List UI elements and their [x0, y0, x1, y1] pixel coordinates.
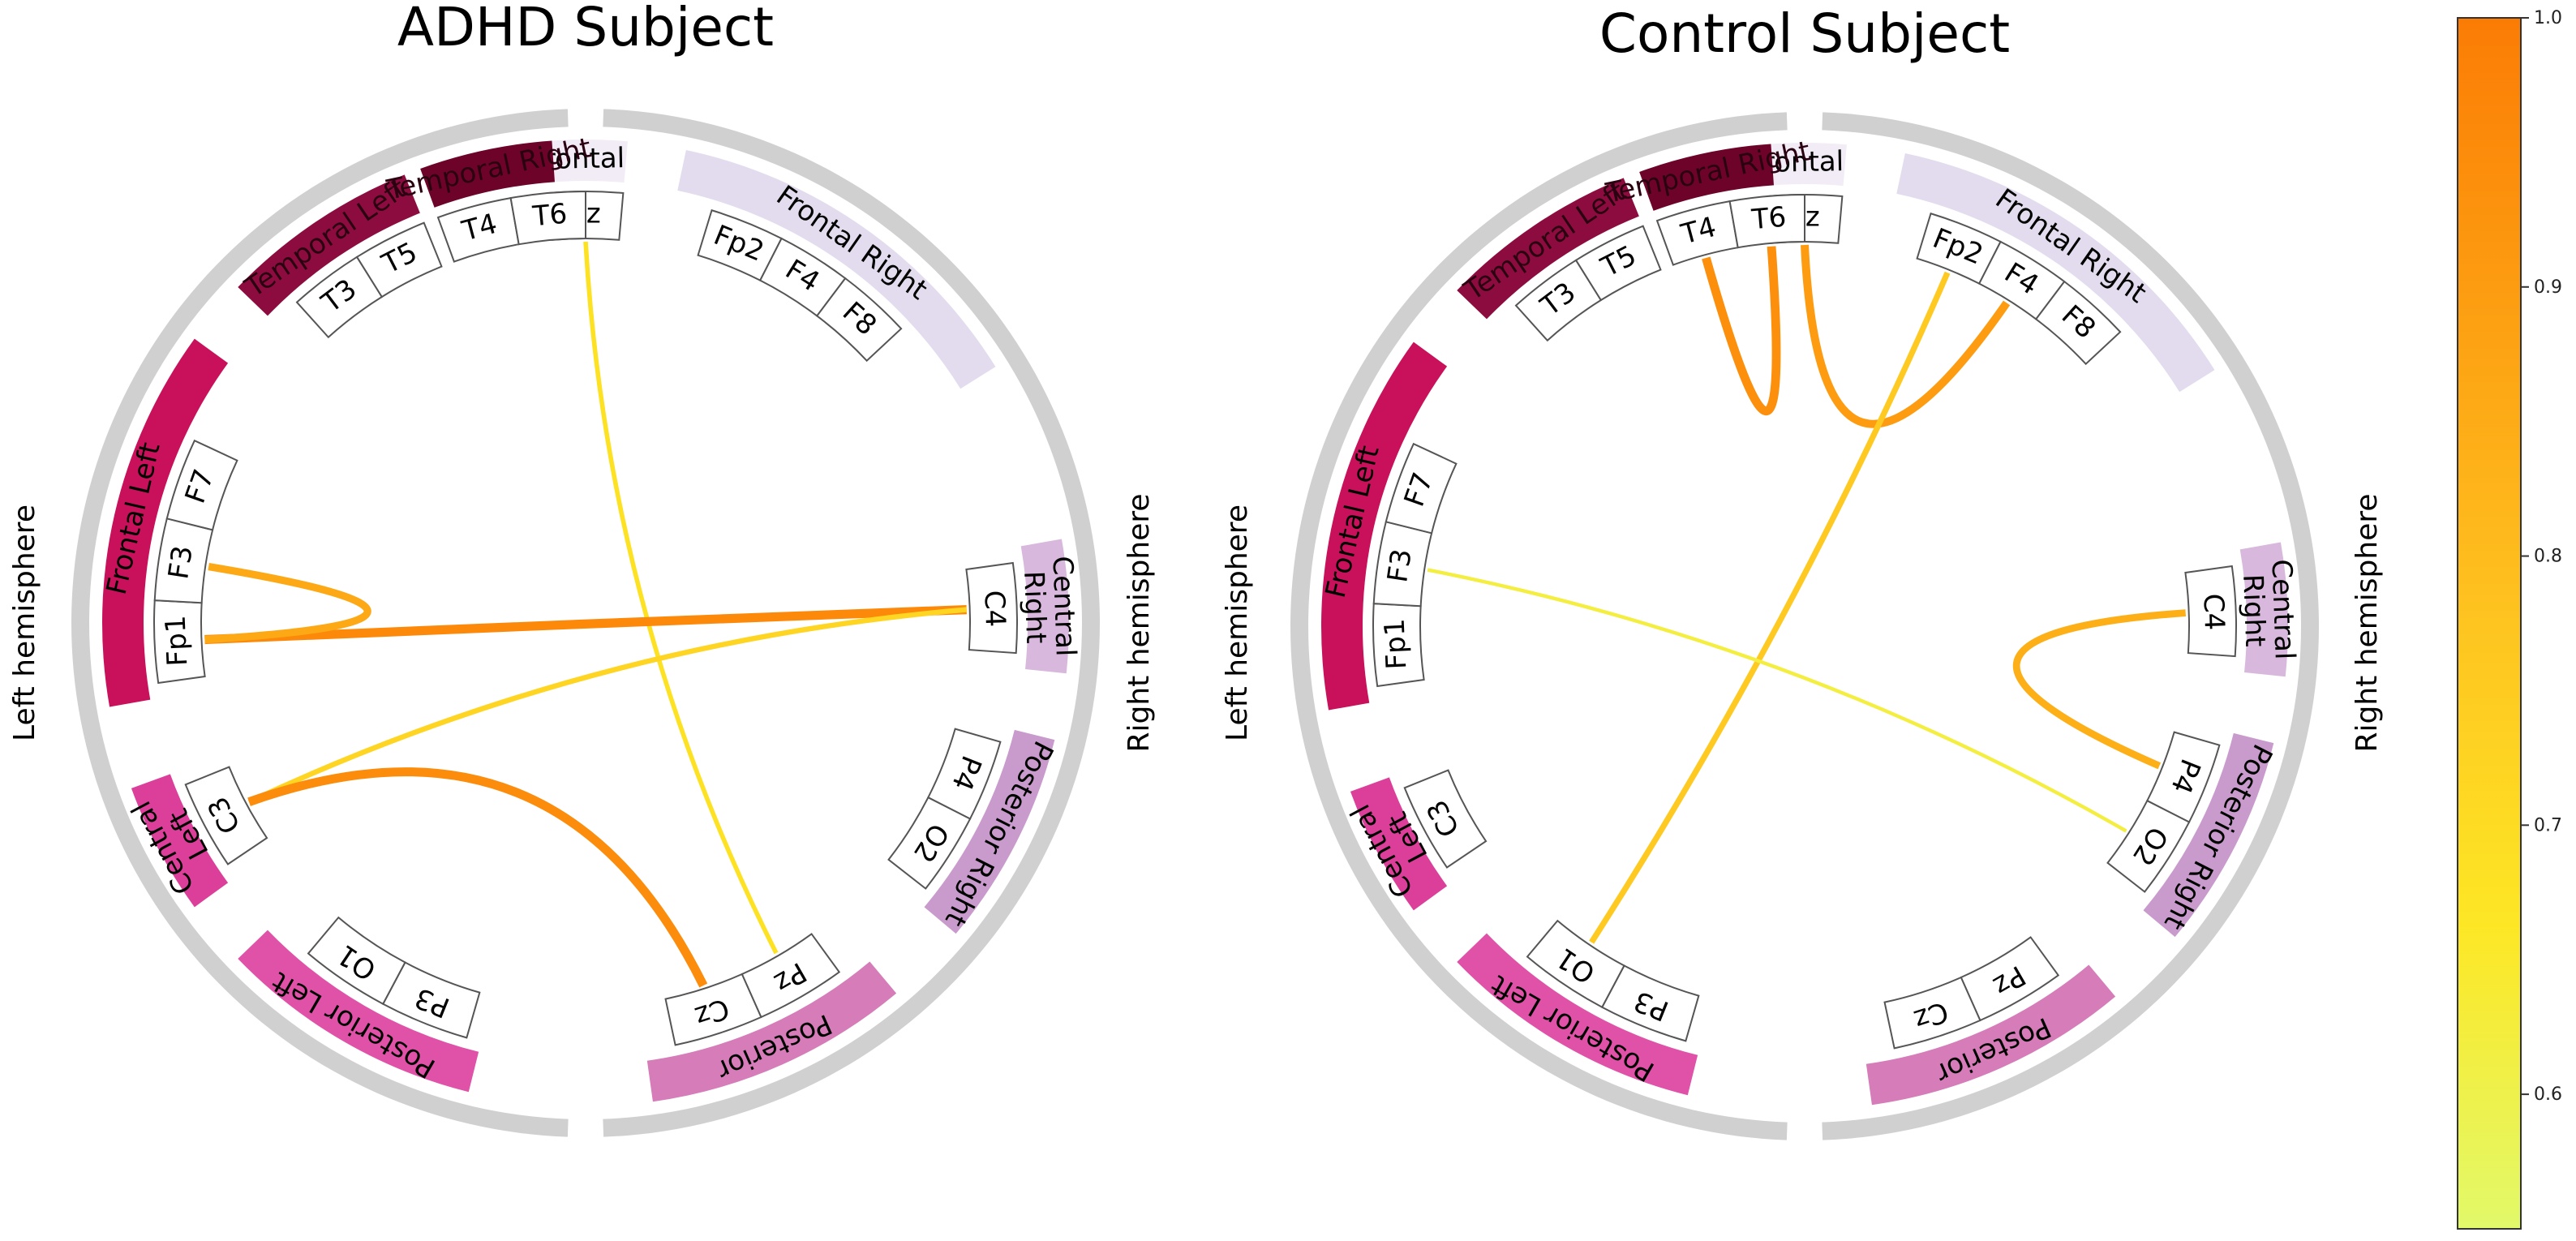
electrode-box	[1883, 976, 1981, 1050]
region-frontal-left	[102, 338, 229, 707]
region-central-left	[131, 774, 229, 908]
colorbar-tick-label: 0.7	[2534, 815, 2562, 835]
electrode-box	[355, 221, 443, 298]
panel-title: Control Subject	[1599, 2, 2010, 65]
connection-t4-t6	[1702, 246, 1781, 416]
electrode-box	[1403, 769, 1488, 869]
right-hemisphere-label: Right hemisphere	[1123, 493, 1156, 752]
region-frontal-right	[677, 150, 996, 389]
electrode-box	[1526, 919, 1625, 1009]
chord-diagram: FrontalFzFrontal RightFp2F4F8CentralRigh…	[71, 109, 1100, 1137]
electrode-label: F3	[162, 543, 200, 582]
region-posterior	[646, 961, 897, 1102]
electrode-box	[2034, 280, 2122, 366]
electrode-box	[1728, 193, 1805, 249]
connection-c4-c3	[247, 607, 967, 805]
electrode-box	[1574, 225, 1662, 302]
region-frontal-left	[1320, 341, 1448, 711]
region-central-right	[1020, 539, 1070, 674]
colorbar-tick-label: 0.8	[2534, 547, 2562, 567]
region-temporal-left	[1457, 178, 1639, 320]
electrode-label: C4	[2196, 593, 2230, 631]
left-hemisphere-label: Left hemisphere	[1221, 505, 1254, 741]
region-posterior-left	[238, 930, 479, 1093]
left-hemisphere-label: Left hemisphere	[8, 505, 41, 741]
region-central-left	[1350, 777, 1448, 911]
electrode-box	[664, 973, 762, 1046]
colorbar-ticks: 1.0 0.9 0.8 0.7 0.6	[2521, 8, 2562, 1105]
region-posterior-right	[2143, 732, 2274, 938]
connection-c4-p4	[2012, 609, 2187, 770]
connection-f3-o2	[1427, 568, 2127, 833]
panel-title: ADHD Subject	[397, 0, 774, 58]
colorbar-tick-label: 0.6	[2534, 1084, 2562, 1105]
electrode-box	[307, 916, 406, 1006]
region-label: Right	[2236, 573, 2271, 647]
electrode-box	[165, 439, 238, 531]
electrode-label: T6	[530, 198, 569, 234]
electrode-label: C4	[977, 590, 1011, 628]
electrode-box	[887, 796, 972, 890]
connection-fp2-o1	[1589, 271, 1951, 944]
right-hemisphere-label: Right hemisphere	[2351, 493, 2384, 752]
region-label: Central	[2265, 559, 2300, 660]
chord-diagram: FrontalFzFrontal RightFp2F4F8CentralRigh…	[1290, 112, 2320, 1140]
region-temporal-left	[238, 174, 420, 316]
electrode-box	[2184, 565, 2237, 658]
region-posterior	[1865, 964, 2116, 1106]
colorbar-gradient	[2457, 17, 2522, 1230]
region-temporal-right	[1639, 144, 1774, 211]
connection-c4-fp1	[204, 605, 967, 645]
colorbar-tick-label: 0.9	[2534, 277, 2562, 298]
electrode-box	[815, 277, 903, 363]
region-label: Central	[1045, 556, 1081, 657]
region-frontal-right	[1896, 153, 2215, 393]
region-posterior-right	[924, 729, 1055, 934]
electrode-box	[965, 561, 1018, 655]
region-central-right	[2239, 542, 2288, 677]
electrode-box	[184, 766, 268, 865]
region-label: Right	[1017, 570, 1052, 644]
control-panel: Control Subject Left hemisphere Right he…	[1221, 2, 2384, 1140]
colorbar-tick-label: 1.0	[2534, 8, 2562, 28]
electrode-box	[509, 190, 586, 246]
region-posterior-left	[1457, 933, 1698, 1096]
electrode-box	[2106, 799, 2191, 893]
electrode-box	[1385, 442, 1458, 535]
electrode-label: F3	[1381, 547, 1419, 585]
connection-f3-fp1	[204, 562, 371, 644]
connection-c3-cz	[247, 767, 708, 988]
adhd-panel: ADHD Subject Left hemisphere Right hemis…	[8, 0, 1156, 1137]
region-temporal-right	[420, 140, 555, 208]
colorbar: 1.0 0.9 0.8 0.7 0.6	[2457, 8, 2562, 1230]
electrode-label: T6	[1750, 201, 1788, 237]
connection-fz-pz	[583, 241, 779, 955]
electrode-label: Fp1	[1379, 618, 1414, 670]
connection-fz-f4	[1801, 244, 2011, 428]
electrode-label: Fp1	[160, 615, 195, 667]
